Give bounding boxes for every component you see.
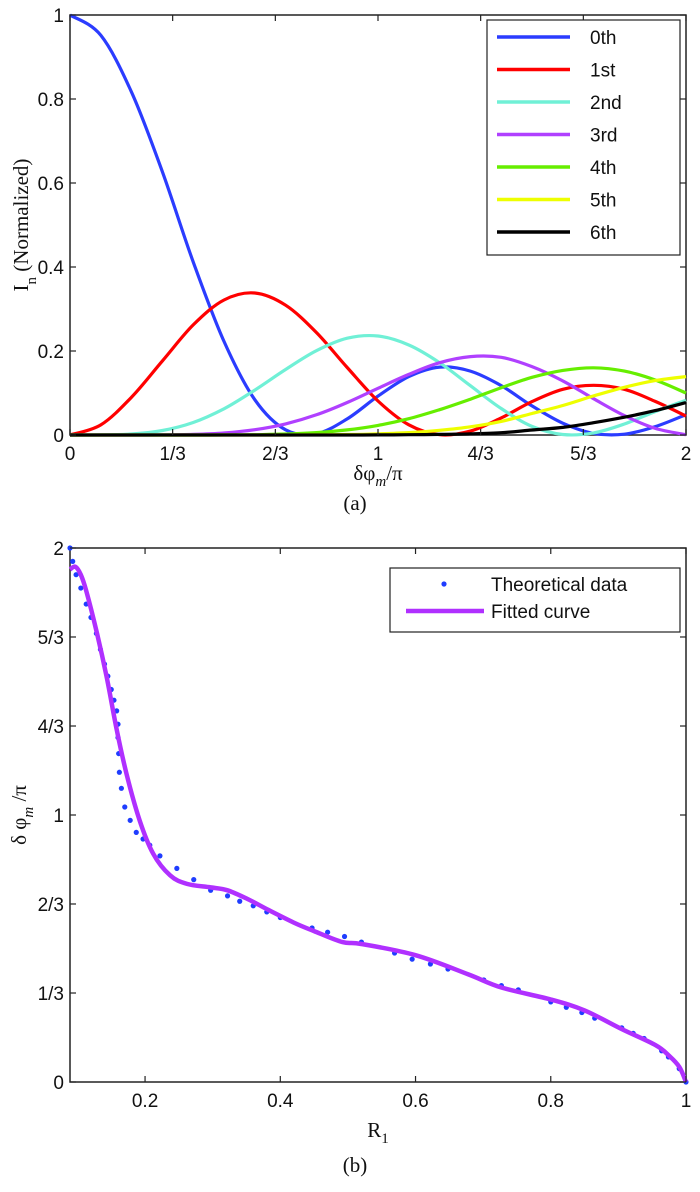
data-point bbox=[409, 956, 415, 962]
data-point bbox=[133, 829, 139, 835]
y-tick-label: 1 bbox=[53, 806, 64, 827]
legend-box bbox=[486, 19, 681, 256]
series-line-0th bbox=[69, 13, 687, 437]
axis-ticks-a: 0 1/3 2/3 1 4/3 5/3 2 0 0.2 0.4 0.6 0.8 1 bbox=[38, 6, 692, 465]
x-tick-label: 2 bbox=[681, 444, 692, 465]
x-tick-label: 5/3 bbox=[570, 444, 596, 465]
legend-label: 3rd bbox=[590, 126, 617, 147]
x-tick-label: 0.4 bbox=[267, 1091, 294, 1112]
axis-ticks-b: 0.2 0.4 0.6 0.8 1 0 1/3 2/3 1 4/3 5/3 2 bbox=[38, 539, 692, 1112]
legend-box bbox=[389, 567, 681, 633]
data-point bbox=[116, 769, 122, 775]
y-tick-label: 0 bbox=[53, 426, 64, 447]
legend-label: 0th bbox=[590, 28, 616, 49]
y-tick-label: 5/3 bbox=[38, 628, 64, 649]
legend-label: 1st bbox=[590, 61, 616, 82]
y-tick-label: 1/3 bbox=[38, 984, 64, 1005]
data-point bbox=[73, 572, 79, 578]
data-point bbox=[157, 853, 163, 859]
data-point bbox=[174, 865, 180, 872]
y-tick-label: 0.2 bbox=[38, 342, 64, 363]
x-tick-label: 1/3 bbox=[159, 444, 185, 465]
legend-swatch-dot bbox=[441, 581, 447, 587]
panel-label-b: (b) bbox=[343, 1153, 368, 1177]
legend-label: 5th bbox=[590, 191, 616, 212]
data-point bbox=[224, 893, 231, 899]
x-axis-label-a: δφm/π bbox=[353, 461, 403, 490]
y-tick-label: 0.8 bbox=[38, 90, 64, 111]
panel-label-a: (a) bbox=[343, 491, 366, 515]
x-tick-label: 0.6 bbox=[402, 1091, 428, 1112]
x-axis-label-b: R1 bbox=[367, 1118, 389, 1147]
series-line-1st bbox=[69, 291, 687, 437]
legend-label: 2nd bbox=[590, 93, 622, 114]
data-point bbox=[191, 877, 197, 883]
y-axis-label-b: δ φm /π bbox=[7, 785, 37, 845]
data-point bbox=[78, 585, 84, 591]
y-tick-label: 2 bbox=[53, 539, 64, 560]
legend-b: Theoretical data Fitted curve bbox=[389, 567, 681, 633]
panel-a-chart: 0 1/3 2/3 1 4/3 5/3 2 0 0.2 0.4 0.6 0.8 1 0th 1st 2nd 3… bbox=[9, 6, 691, 515]
data-point bbox=[237, 898, 243, 904]
y-tick-label: 2/3 bbox=[38, 895, 64, 916]
y-tick-label: 4/3 bbox=[38, 717, 64, 738]
y-tick-label: 1 bbox=[53, 6, 64, 27]
panel-b-chart: 0.2 0.4 0.6 0.8 1 0 1/3 2/3 1 4/3 5/3 2 Theoretical… bbox=[7, 539, 691, 1177]
series-b bbox=[67, 545, 689, 1085]
data-point bbox=[122, 804, 128, 810]
y-axis-label-a: In (Normalized) bbox=[9, 159, 40, 292]
data-point bbox=[127, 817, 133, 823]
legend-a: 0th 1st 2nd 3rd 4th 5th 6th bbox=[486, 19, 681, 256]
x-tick-label: 4/3 bbox=[467, 444, 493, 465]
legend-label: Fitted curve bbox=[491, 602, 590, 623]
data-point bbox=[341, 933, 348, 940]
data-point bbox=[118, 785, 124, 791]
x-tick-label: 0.2 bbox=[132, 1091, 158, 1112]
data-point bbox=[70, 558, 76, 564]
plot-area-b bbox=[69, 547, 687, 1083]
y-tick-label: 0.4 bbox=[38, 258, 65, 279]
y-tick-label: 0 bbox=[53, 1073, 64, 1094]
series-line-2nd bbox=[69, 333, 687, 437]
x-tick-label: 2/3 bbox=[262, 444, 288, 465]
legend-label: Theoretical data bbox=[491, 575, 628, 596]
fitted-curve-line bbox=[68, 564, 689, 1083]
x-tick-label: 1 bbox=[681, 1091, 692, 1112]
legend-label: 6th bbox=[590, 223, 616, 244]
x-tick-label: 0.8 bbox=[538, 1091, 564, 1112]
x-tick-label: 1 bbox=[373, 444, 384, 465]
x-tick-label: 0 bbox=[65, 444, 76, 465]
data-point bbox=[325, 929, 331, 935]
y-tick-label: 0.6 bbox=[38, 174, 64, 195]
legend-label: 4th bbox=[590, 158, 616, 179]
